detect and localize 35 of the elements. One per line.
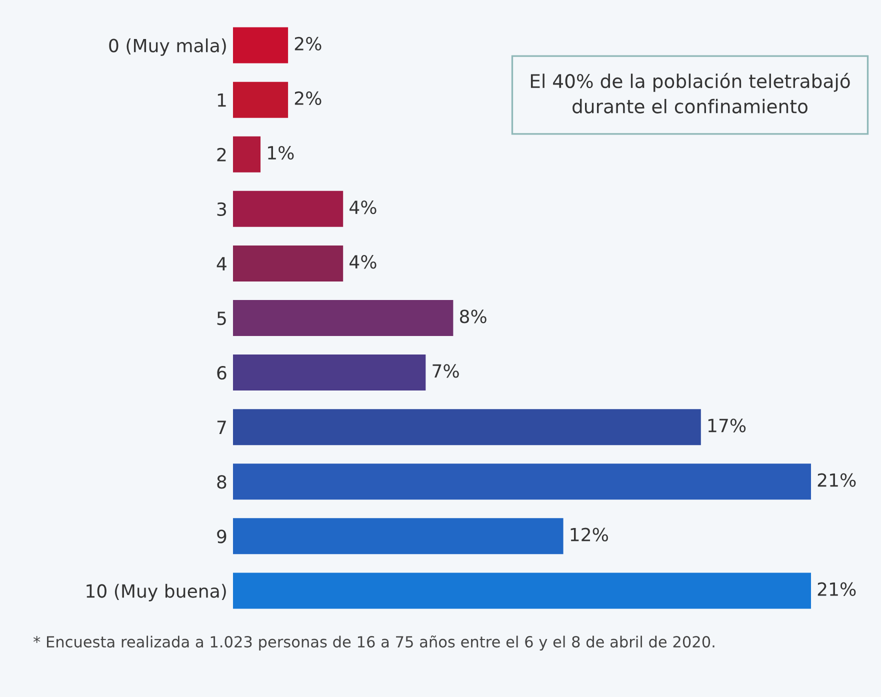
bar xyxy=(233,300,454,336)
y-tick-label: 6 xyxy=(217,366,226,380)
data-label: 4% xyxy=(350,255,376,269)
bar xyxy=(233,354,426,391)
data-label: 12% xyxy=(570,528,608,542)
annotation: El 40% de la población teletrabajó durante el confinamiento xyxy=(530,72,850,114)
bar xyxy=(233,518,564,554)
text: * Encuesta realizada a 1.023 personas de 16 a 75 años entre el 6 y el 8 de abril de 2020. xyxy=(33,635,714,651)
bar xyxy=(233,82,288,118)
data-label: 2% xyxy=(294,36,322,51)
y-tick-label: 4 xyxy=(216,257,226,270)
y-tick-label: 10 (Muy buena) xyxy=(86,584,226,602)
bar xyxy=(233,572,811,609)
bar xyxy=(233,190,344,227)
data-label: 4% xyxy=(350,200,376,214)
bar xyxy=(233,136,261,172)
y-tick-label: 0 (Muy mala) xyxy=(109,38,226,56)
data-label: 1% xyxy=(268,146,294,160)
y-tick-label: 5 xyxy=(217,312,226,326)
y-tick-label: 7 xyxy=(217,420,226,434)
bar xyxy=(233,464,811,500)
data-label: 7% xyxy=(432,364,459,378)
data-label: 8% xyxy=(460,310,486,324)
bar xyxy=(233,27,288,64)
data-label: 21% xyxy=(818,582,856,596)
y-tick-label: 2 xyxy=(217,148,226,162)
data-label: 2% xyxy=(294,91,322,106)
y-tick-label: 3 xyxy=(217,202,226,216)
bar xyxy=(233,245,344,282)
y-tick-label: 1 xyxy=(218,94,226,107)
data-label: 17% xyxy=(708,418,746,432)
y-tick-label: 8 xyxy=(217,475,226,489)
data-label: 21% xyxy=(818,473,856,487)
bar xyxy=(233,409,701,446)
y-tick-label: 9 xyxy=(217,530,226,544)
